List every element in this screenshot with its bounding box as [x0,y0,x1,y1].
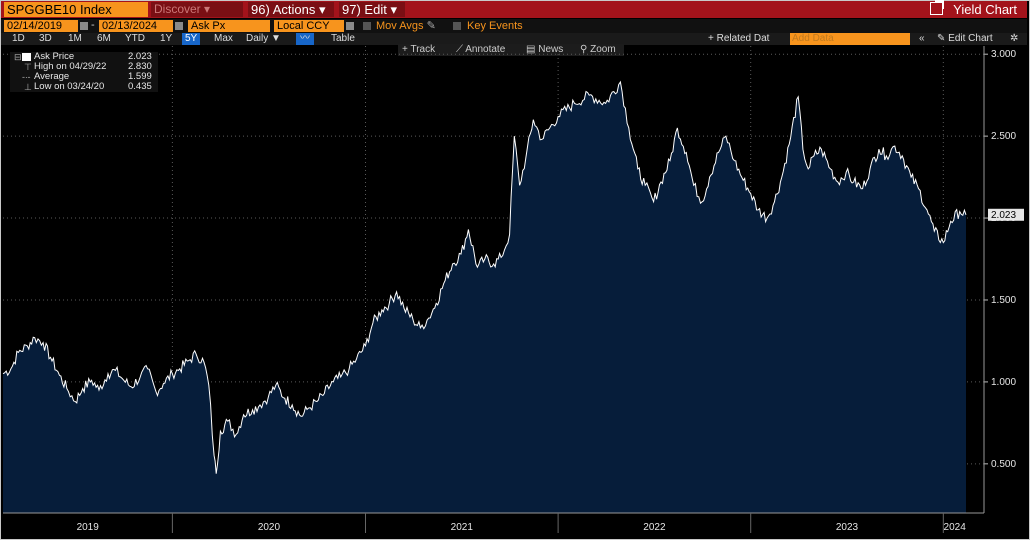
key-events-toggle[interactable]: Key Events [467,20,523,32]
x-tick-label: 2022 [643,522,666,533]
last-value-label: 2.023 [991,210,1016,221]
legend-label: High on 04/29/22 [34,61,107,72]
chart-toolbar: + Track ⟋ Annotate ▤ News ⚲ Zoom [398,44,624,56]
low-icon: ⊥ [24,82,32,92]
period-1m[interactable]: 1M [68,33,82,44]
date-separator: - [91,19,95,31]
x-tick-label: 2024 [944,522,967,533]
header-bar: SPGGBE10 Index Discover ▾ 96) Actions ▾ … [1,0,1027,18]
magnifier-icon: ⚲ [580,44,588,55]
period-5y[interactable]: 5Y [182,33,201,45]
legend-row-ask: ⊟ Ask Price 2.023 [10,51,158,63]
edit-chart-button[interactable]: ✎ Edit Chart [937,33,993,45]
legend-value: 2.023 [128,51,152,62]
track-tool[interactable]: + Track [402,44,435,56]
last-value-marker: 2.023 [988,208,1024,221]
line-chart-icon[interactable]: 〰 [296,33,314,45]
x-tick-label: 2020 [258,522,281,533]
field-select[interactable]: Ask Px [188,20,270,32]
edit-prefix: 97) [342,2,361,17]
series-swatch [22,53,31,61]
legend-label: Ask Price [34,51,75,62]
edit-label: Edit [364,2,387,17]
chart-legend: ⊟ Ask Price 2.023 ⊤ High on 04/29/22 2.8… [10,52,158,92]
discover-button[interactable]: Discover ▾ [151,2,243,17]
news-tool[interactable]: ▤ News [526,44,563,56]
legend-label: Average [34,71,70,82]
zoom-tool[interactable]: ⚲ Zoom [580,44,616,56]
period-ytd[interactable]: YTD [125,33,145,44]
x-tick-label: 2019 [77,522,100,533]
mov-avgs-toggle[interactable]: Mov Avgs ✎ [376,20,436,32]
period-3d[interactable]: 3D [39,33,52,44]
actions-prefix: 96) [251,2,270,17]
period-1y[interactable]: 1Y [160,33,173,44]
zoom-label: Zoom [590,44,616,55]
legend-value: 2.830 [128,61,152,72]
ticker-field[interactable]: SPGGBE10 Index [4,2,148,17]
y-tick-label: 3.000 [991,49,1016,60]
x-axis: 2019 2020 2021 2022 2023 2024 [3,512,984,533]
last-value-box [988,208,1024,221]
period-bar: 1D 3D 1M 6M YTD 1Y 5Y Max Daily ▼ 〰 Tabl… [1,33,1027,45]
yield-chart-button[interactable]: Yield Chart [930,0,1017,17]
edit-button[interactable]: 97) Edit ▾ [339,2,405,17]
crosshair-icon: + [402,44,408,55]
news-icon: ▤ [526,44,536,55]
collapse-icon[interactable]: « [919,33,925,44]
period-1d[interactable]: 1D [12,33,25,44]
pencil-icon: ✎ [426,20,436,32]
collapse-icon[interactable]: ⊟ [14,52,22,62]
dropdown-icon[interactable] [346,22,354,30]
edit-chart-label: Edit Chart [948,33,993,44]
y-tick-label: 1.000 [991,377,1016,388]
price-area [3,82,966,513]
discover-label: Discover [154,2,201,16]
x-tick-label: 2021 [451,522,474,533]
legend-value: 0.435 [128,81,152,92]
add-data-input[interactable]: Add Data [790,33,910,45]
annotate-label: Annotate [465,44,506,55]
high-icon: ⊤ [24,62,32,72]
pencil-icon: ⟋ [456,44,463,55]
legend-value: 1.599 [128,71,152,82]
pencil-icon: ✎ [937,33,946,44]
end-date-input[interactable]: 02/13/2024 [99,20,173,32]
start-date-input[interactable]: 02/14/2019 [4,20,78,32]
period-max[interactable]: Max [214,33,233,44]
legend-row-high: ⊤ High on 04/29/22 2.830 [10,61,158,73]
calendar-icon[interactable] [80,22,88,30]
actions-label: Actions [272,2,316,17]
actions-button[interactable]: 96) Actions ▾ [248,2,334,17]
calendar-icon[interactable] [175,22,183,30]
frequency-label: Daily [246,33,269,44]
legend-label: Low on 03/24/20 [34,81,105,92]
export-icon [930,0,945,15]
checkbox-icon[interactable] [363,22,371,30]
price-line [2,80,967,474]
news-label: News [538,44,564,55]
date-field-bar: 02/14/2019 - 02/13/2024 Ask Px Local CCY… [1,19,1027,33]
average-icon: -∙- [22,72,31,82]
y-tick-label: 2.500 [991,131,1016,142]
legend-row-average: -∙- Average 1.599 [10,71,158,83]
yield-chart-label: Yield Chart [953,2,1017,17]
settings-icon[interactable]: ✲ [1010,33,1019,44]
frequency-select[interactable]: Daily ▼ [246,33,281,44]
period-6m[interactable]: 6M [97,33,111,44]
x-tick-label: 2023 [836,522,859,533]
annotate-tool[interactable]: ⟋ Annotate [456,44,505,56]
currency-select[interactable]: Local CCY [274,20,344,32]
y-tick-label: 0.500 [991,459,1016,470]
checkbox-icon[interactable] [453,22,461,30]
track-label: Track [410,44,436,55]
table-button[interactable]: Table [331,33,355,44]
mov-avgs-label: Mov Avgs [376,20,424,32]
y-tick-label: 1.500 [991,295,1016,306]
legend-row-low: ⊥ Low on 03/24/20 0.435 [10,81,158,93]
related-data-button[interactable]: + Related Dat [708,33,770,44]
